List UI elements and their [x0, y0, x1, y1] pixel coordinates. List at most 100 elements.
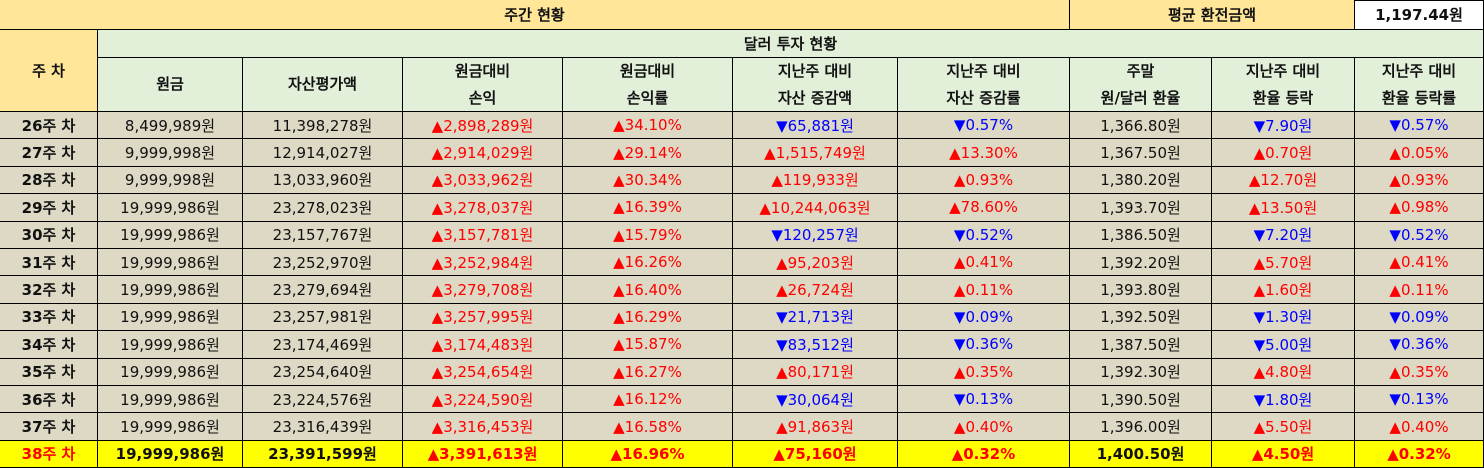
cell-profit-loss[interactable]: ▲2,898,289원: [403, 112, 563, 140]
column-header-profit-loss-rate[interactable]: 원금대비 손익률: [563, 58, 733, 112]
cell-exchange-rate-change-pct[interactable]: ▲0.40%: [1355, 413, 1484, 441]
cell-exchange-rate[interactable]: 1,386.50원: [1070, 221, 1212, 249]
cell-exchange-rate[interactable]: 1,387.50원: [1070, 331, 1212, 359]
column-header-exchange-rate-change-pct[interactable]: 지난주 대비 환율 등락률: [1355, 58, 1484, 112]
weekly-status-header[interactable]: 주간 현황: [0, 0, 1070, 30]
cell-exchange-rate-change[interactable]: ▼7.90원: [1212, 112, 1355, 140]
column-header-exchange-rate[interactable]: 주말 원/달러 환율: [1070, 58, 1212, 112]
cell-exchange-rate-change-pct[interactable]: ▼0.52%: [1355, 221, 1484, 249]
week-cell[interactable]: 30주 차: [0, 221, 98, 249]
cell-exchange-rate[interactable]: 1,367.50원: [1070, 139, 1212, 167]
cell-exchange-rate[interactable]: 1,390.50원: [1070, 386, 1212, 414]
column-header-asset-change[interactable]: 지난주 대비 자산 증감액: [733, 58, 898, 112]
cell-profit-loss[interactable]: ▲3,316,453원: [403, 413, 563, 441]
cell-asset-change-rate[interactable]: ▲0.93%: [898, 166, 1070, 195]
cell-profit-loss[interactable]: ▲3,391,613원: [403, 440, 563, 468]
cell-profit-loss-rate[interactable]: ▲30.34%: [563, 166, 733, 195]
cell-principal[interactable]: 19,999,986원: [98, 386, 243, 414]
cell-asset-change-rate[interactable]: ▲0.41%: [898, 249, 1070, 277]
cell-profit-loss[interactable]: ▲3,257,995원: [403, 303, 563, 332]
cell-profit-loss[interactable]: ▲3,252,984원: [403, 249, 563, 277]
cell-asset-change-rate[interactable]: ▲0.32%: [898, 440, 1070, 468]
cell-exchange-rate-change[interactable]: ▲4.50원: [1212, 440, 1355, 468]
cell-principal[interactable]: 19,999,986원: [98, 221, 243, 249]
cell-exchange-rate[interactable]: 1,396.00원: [1070, 413, 1212, 441]
cell-profit-loss-rate[interactable]: ▲34.10%: [563, 112, 733, 140]
cell-asset-value[interactable]: 11,398,278원: [243, 112, 403, 140]
cell-asset-value[interactable]: 23,174,469원: [243, 331, 403, 359]
cell-exchange-rate-change-pct[interactable]: ▲0.98%: [1355, 194, 1484, 222]
cell-profit-loss-rate[interactable]: ▲16.29%: [563, 303, 733, 332]
cell-exchange-rate[interactable]: 1,400.50원: [1070, 440, 1212, 468]
cell-profit-loss-rate[interactable]: ▲16.40%: [563, 276, 733, 304]
cell-asset-change-rate[interactable]: ▲78.60%: [898, 194, 1070, 222]
cell-asset-change[interactable]: ▲26,724원: [733, 276, 898, 304]
cell-exchange-rate-change[interactable]: ▲1.60원: [1212, 276, 1355, 304]
cell-exchange-rate-change-pct[interactable]: ▼0.13%: [1355, 386, 1484, 414]
cell-asset-value[interactable]: 23,391,599원: [243, 440, 403, 468]
cell-profit-loss[interactable]: ▲3,157,781원: [403, 221, 563, 249]
cell-exchange-rate-change[interactable]: ▼1.30원: [1212, 303, 1355, 332]
cell-asset-value[interactable]: 23,252,970원: [243, 249, 403, 277]
cell-profit-loss[interactable]: ▲3,224,590원: [403, 386, 563, 414]
dollar-status-header[interactable]: 달러 투자 현황: [98, 30, 1484, 58]
cell-profit-loss[interactable]: ▲3,278,037원: [403, 194, 563, 222]
cell-exchange-rate-change-pct[interactable]: ▲0.41%: [1355, 249, 1484, 277]
cell-exchange-rate-change[interactable]: ▼5.00원: [1212, 331, 1355, 359]
cell-profit-loss[interactable]: ▲3,174,483원: [403, 331, 563, 359]
cell-profit-loss-rate[interactable]: ▲15.87%: [563, 331, 733, 359]
cell-asset-value[interactable]: 23,254,640원: [243, 358, 403, 386]
cell-principal[interactable]: 19,999,986원: [98, 440, 243, 468]
cell-exchange-rate-change-pct[interactable]: ▼0.57%: [1355, 112, 1484, 140]
column-header-asset-value[interactable]: 자산평가액: [243, 58, 403, 112]
cell-principal[interactable]: 19,999,986원: [98, 331, 243, 359]
cell-exchange-rate-change[interactable]: ▲12.70원: [1212, 166, 1355, 195]
cell-exchange-rate[interactable]: 1,393.80원: [1070, 276, 1212, 304]
cell-asset-value[interactable]: 23,157,767원: [243, 221, 403, 249]
cell-asset-change[interactable]: ▲91,863원: [733, 413, 898, 441]
cell-exchange-rate[interactable]: 1,393.70원: [1070, 194, 1212, 222]
cell-principal[interactable]: 19,999,986원: [98, 303, 243, 332]
cell-principal[interactable]: 19,999,986원: [98, 276, 243, 304]
cell-exchange-rate-change[interactable]: ▼1.80원: [1212, 386, 1355, 414]
cell-profit-loss[interactable]: ▲3,279,708원: [403, 276, 563, 304]
cell-exchange-rate-change-pct[interactable]: ▼0.36%: [1355, 331, 1484, 359]
cell-profit-loss-rate[interactable]: ▲16.26%: [563, 249, 733, 277]
week-cell[interactable]: 31주 차: [0, 249, 98, 277]
cell-asset-change-rate[interactable]: ▼0.57%: [898, 112, 1070, 140]
cell-principal[interactable]: 9,999,998원: [98, 139, 243, 167]
cell-exchange-rate[interactable]: 1,366.80원: [1070, 112, 1212, 140]
cell-asset-value[interactable]: 23,224,576원: [243, 386, 403, 414]
cell-exchange-rate[interactable]: 1,392.20원: [1070, 249, 1212, 277]
cell-asset-change[interactable]: ▲75,160원: [733, 440, 898, 468]
cell-principal[interactable]: 9,999,998원: [98, 166, 243, 195]
cell-exchange-rate-change-pct[interactable]: ▲0.05%: [1355, 139, 1484, 167]
week-column-header[interactable]: 주 차: [0, 30, 98, 112]
cell-exchange-rate-change-pct[interactable]: ▲0.93%: [1355, 166, 1484, 195]
cell-profit-loss-rate[interactable]: ▲16.58%: [563, 413, 733, 441]
week-cell[interactable]: 36주 차: [0, 386, 98, 414]
cell-asset-value[interactable]: 23,257,981원: [243, 303, 403, 332]
cell-profit-loss-rate[interactable]: ▲16.27%: [563, 358, 733, 386]
cell-exchange-rate[interactable]: 1,392.30원: [1070, 358, 1212, 386]
cell-exchange-rate-change[interactable]: ▲5.50원: [1212, 413, 1355, 441]
cell-asset-value[interactable]: 23,316,439원: [243, 413, 403, 441]
cell-profit-loss-rate[interactable]: ▲16.12%: [563, 386, 733, 414]
avg-rate-value[interactable]: 1,197.44원: [1355, 0, 1484, 30]
cell-exchange-rate-change-pct[interactable]: ▲0.32%: [1355, 440, 1484, 468]
cell-asset-change-rate[interactable]: ▼0.36%: [898, 331, 1070, 359]
cell-profit-loss-rate[interactable]: ▲16.96%: [563, 440, 733, 468]
week-cell[interactable]: 29주 차: [0, 194, 98, 222]
cell-exchange-rate-change[interactable]: ▲4.80원: [1212, 358, 1355, 386]
cell-asset-change[interactable]: ▼83,512원: [733, 331, 898, 359]
week-cell[interactable]: 28주 차: [0, 166, 98, 195]
week-cell[interactable]: 27주 차: [0, 139, 98, 167]
cell-asset-change-rate[interactable]: ▲0.11%: [898, 276, 1070, 304]
cell-asset-change-rate[interactable]: ▼0.09%: [898, 303, 1070, 332]
avg-rate-label[interactable]: 평균 환전금액: [1070, 0, 1355, 30]
week-cell[interactable]: 32주 차: [0, 276, 98, 304]
cell-exchange-rate-change[interactable]: ▲0.70원: [1212, 139, 1355, 167]
cell-asset-value[interactable]: 12,914,027원: [243, 139, 403, 167]
column-header-asset-change-rate[interactable]: 지난주 대비 자산 증감률: [898, 58, 1070, 112]
cell-exchange-rate-change[interactable]: ▼7.20원: [1212, 221, 1355, 249]
